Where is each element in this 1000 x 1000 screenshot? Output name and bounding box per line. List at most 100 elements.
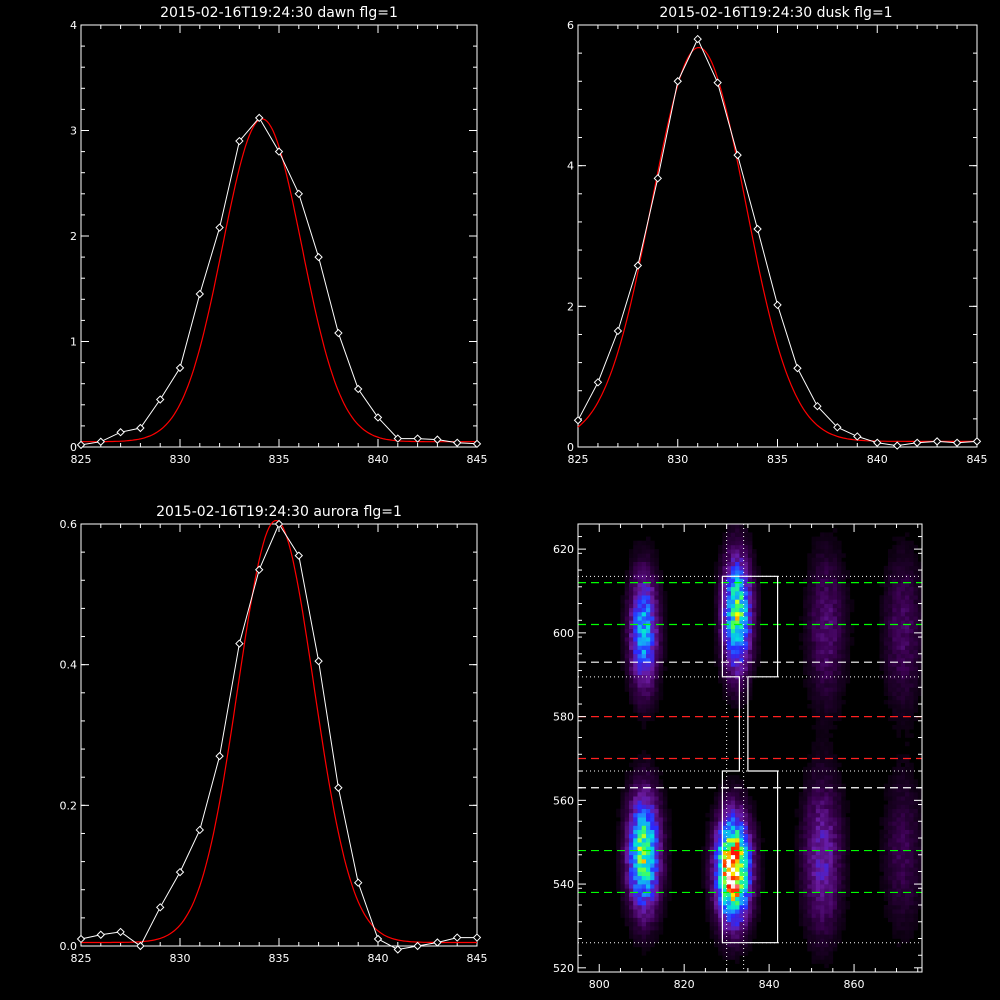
spectrum-pixel <box>620 867 625 872</box>
spectrum-pixel <box>905 544 910 550</box>
spectrum-pixel <box>641 892 647 897</box>
spectrum-pixel <box>620 599 625 604</box>
spectrum-pixel <box>709 829 715 835</box>
spectrum-pixel <box>760 871 766 876</box>
spectrum-pixel <box>807 565 812 571</box>
spectrum-pixel <box>624 871 630 876</box>
spectrum-pixel <box>837 544 842 550</box>
spectrum-pixel <box>824 913 829 918</box>
spectrum-pixel <box>892 771 897 776</box>
spectrum-pixel <box>629 796 634 801</box>
spectrum-pixel <box>722 942 727 948</box>
spectrum-pixel <box>752 884 757 889</box>
spectrum-pixel <box>718 662 723 667</box>
spectrum-pixel <box>730 649 736 655</box>
spectrum-pixel <box>913 808 918 814</box>
spectrum-pixel <box>794 838 800 843</box>
spectrum-pixel <box>917 570 923 575</box>
spectrum-pixel <box>807 687 812 692</box>
spectrum-pixel <box>637 549 642 554</box>
spectrum-pixel <box>917 905 923 910</box>
spectrum-pixel <box>811 628 817 634</box>
spectrum-pixel <box>756 637 761 642</box>
spectrum-pixel <box>828 854 834 860</box>
spectrum-pixel <box>807 846 812 851</box>
spectrum-pixel <box>883 662 889 667</box>
spectrum-pixel <box>905 578 910 583</box>
spectrum-pixel <box>654 812 659 818</box>
spectrum-pixel <box>883 653 889 659</box>
spectrum-pixel <box>641 850 647 856</box>
spectrum-pixel <box>896 729 901 734</box>
spectrum-pixel <box>832 658 838 663</box>
spectrum-pixel <box>633 779 638 784</box>
spectrum-pixel <box>739 854 744 860</box>
spectrum-pixel <box>756 863 761 868</box>
spectrum-pixel <box>730 792 736 797</box>
spectrum-pixel <box>633 783 638 789</box>
spectrum-pixel <box>641 687 647 692</box>
spectrum-pixel <box>739 859 744 864</box>
spectrum-pixel <box>722 544 727 550</box>
spectrum-pixel <box>752 641 757 646</box>
spectrum-pixel <box>756 859 761 864</box>
spectrum-pixel <box>718 611 723 617</box>
spectrum-pixel <box>646 779 651 784</box>
spectrum-pixel <box>807 838 812 843</box>
spectrum-pixel <box>752 595 757 600</box>
spectrum-pixel <box>624 787 630 793</box>
spectrum-pixel <box>633 632 638 638</box>
spectrum-pixel <box>807 658 812 663</box>
spectrum-pixel <box>913 875 918 881</box>
spectrum-pixel <box>879 838 884 843</box>
spectrum-pixel <box>905 658 910 663</box>
spectrum-pixel <box>658 921 664 927</box>
spectrum-pixel <box>633 825 638 830</box>
spectrum-pixel <box>629 829 634 835</box>
spectrum-pixel <box>909 863 914 868</box>
spectrum-pixel <box>726 925 732 931</box>
spectrum-pixel <box>892 611 897 617</box>
spectrum-pixel <box>616 829 621 835</box>
spectrum-pixel <box>828 607 834 613</box>
spectrum-pixel <box>794 879 800 885</box>
spectrum-pixel <box>883 624 889 629</box>
spectrum-pixel <box>667 871 672 876</box>
spectrum-pixel <box>650 620 655 625</box>
spectrum-pixel <box>900 586 906 592</box>
spectrum-pixel <box>735 854 740 860</box>
spectrum-pixel <box>900 896 906 902</box>
spectrum-pixel <box>654 930 659 935</box>
spectrum-pixel <box>892 800 897 805</box>
spectrum-pixel <box>909 875 914 881</box>
spectrum-pixel <box>629 817 634 822</box>
spectrum-pixel <box>637 628 642 634</box>
spectrum-pixel <box>803 821 808 826</box>
spectrum-pixel <box>624 863 630 868</box>
spectrum-pixel <box>845 838 851 843</box>
spectrum-pixel <box>815 821 821 826</box>
spectrum-pixel <box>892 896 897 902</box>
spectrum-pixel <box>905 561 910 567</box>
spectrum-pixel <box>896 591 901 596</box>
spectrum-pixel <box>718 892 723 897</box>
spectrum-pixel <box>905 641 910 646</box>
spectrum-pixel <box>616 884 621 889</box>
dawn-data-point <box>76 440 86 450</box>
spectrum-pixel <box>909 792 914 797</box>
spectrum-pixel <box>650 658 655 663</box>
spectrum-pixel <box>896 871 901 876</box>
spectrum-pixel <box>705 875 710 881</box>
spectrum-pixel <box>909 842 914 847</box>
spectrum-pixel <box>905 595 910 600</box>
spectrum-pixel <box>815 913 821 918</box>
spectrum-pixel <box>662 867 668 872</box>
spectrum-pixel <box>909 553 914 558</box>
spectrum-pixel <box>815 741 821 747</box>
spectrum-pixel <box>841 641 846 646</box>
spectrum-pixel <box>705 888 710 893</box>
spectrum-pixel <box>658 930 664 935</box>
spectrum-pixel <box>624 825 630 830</box>
spectrum-pixel <box>815 699 821 705</box>
spectrum-pixel <box>650 758 655 763</box>
